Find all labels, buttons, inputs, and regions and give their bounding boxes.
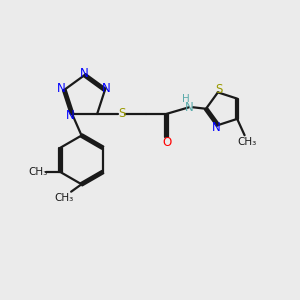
Text: N: N — [102, 82, 111, 95]
Text: N: N — [57, 82, 66, 95]
Text: N: N — [185, 101, 194, 114]
Text: CH₃: CH₃ — [237, 137, 256, 147]
Text: N: N — [80, 67, 89, 80]
Text: H: H — [182, 94, 189, 104]
Text: S: S — [216, 83, 223, 97]
Text: S: S — [118, 107, 125, 120]
Text: N: N — [212, 121, 221, 134]
Text: CH₃: CH₃ — [54, 193, 73, 202]
Text: CH₃: CH₃ — [28, 167, 47, 177]
Text: N: N — [66, 109, 75, 122]
Text: O: O — [162, 136, 171, 149]
